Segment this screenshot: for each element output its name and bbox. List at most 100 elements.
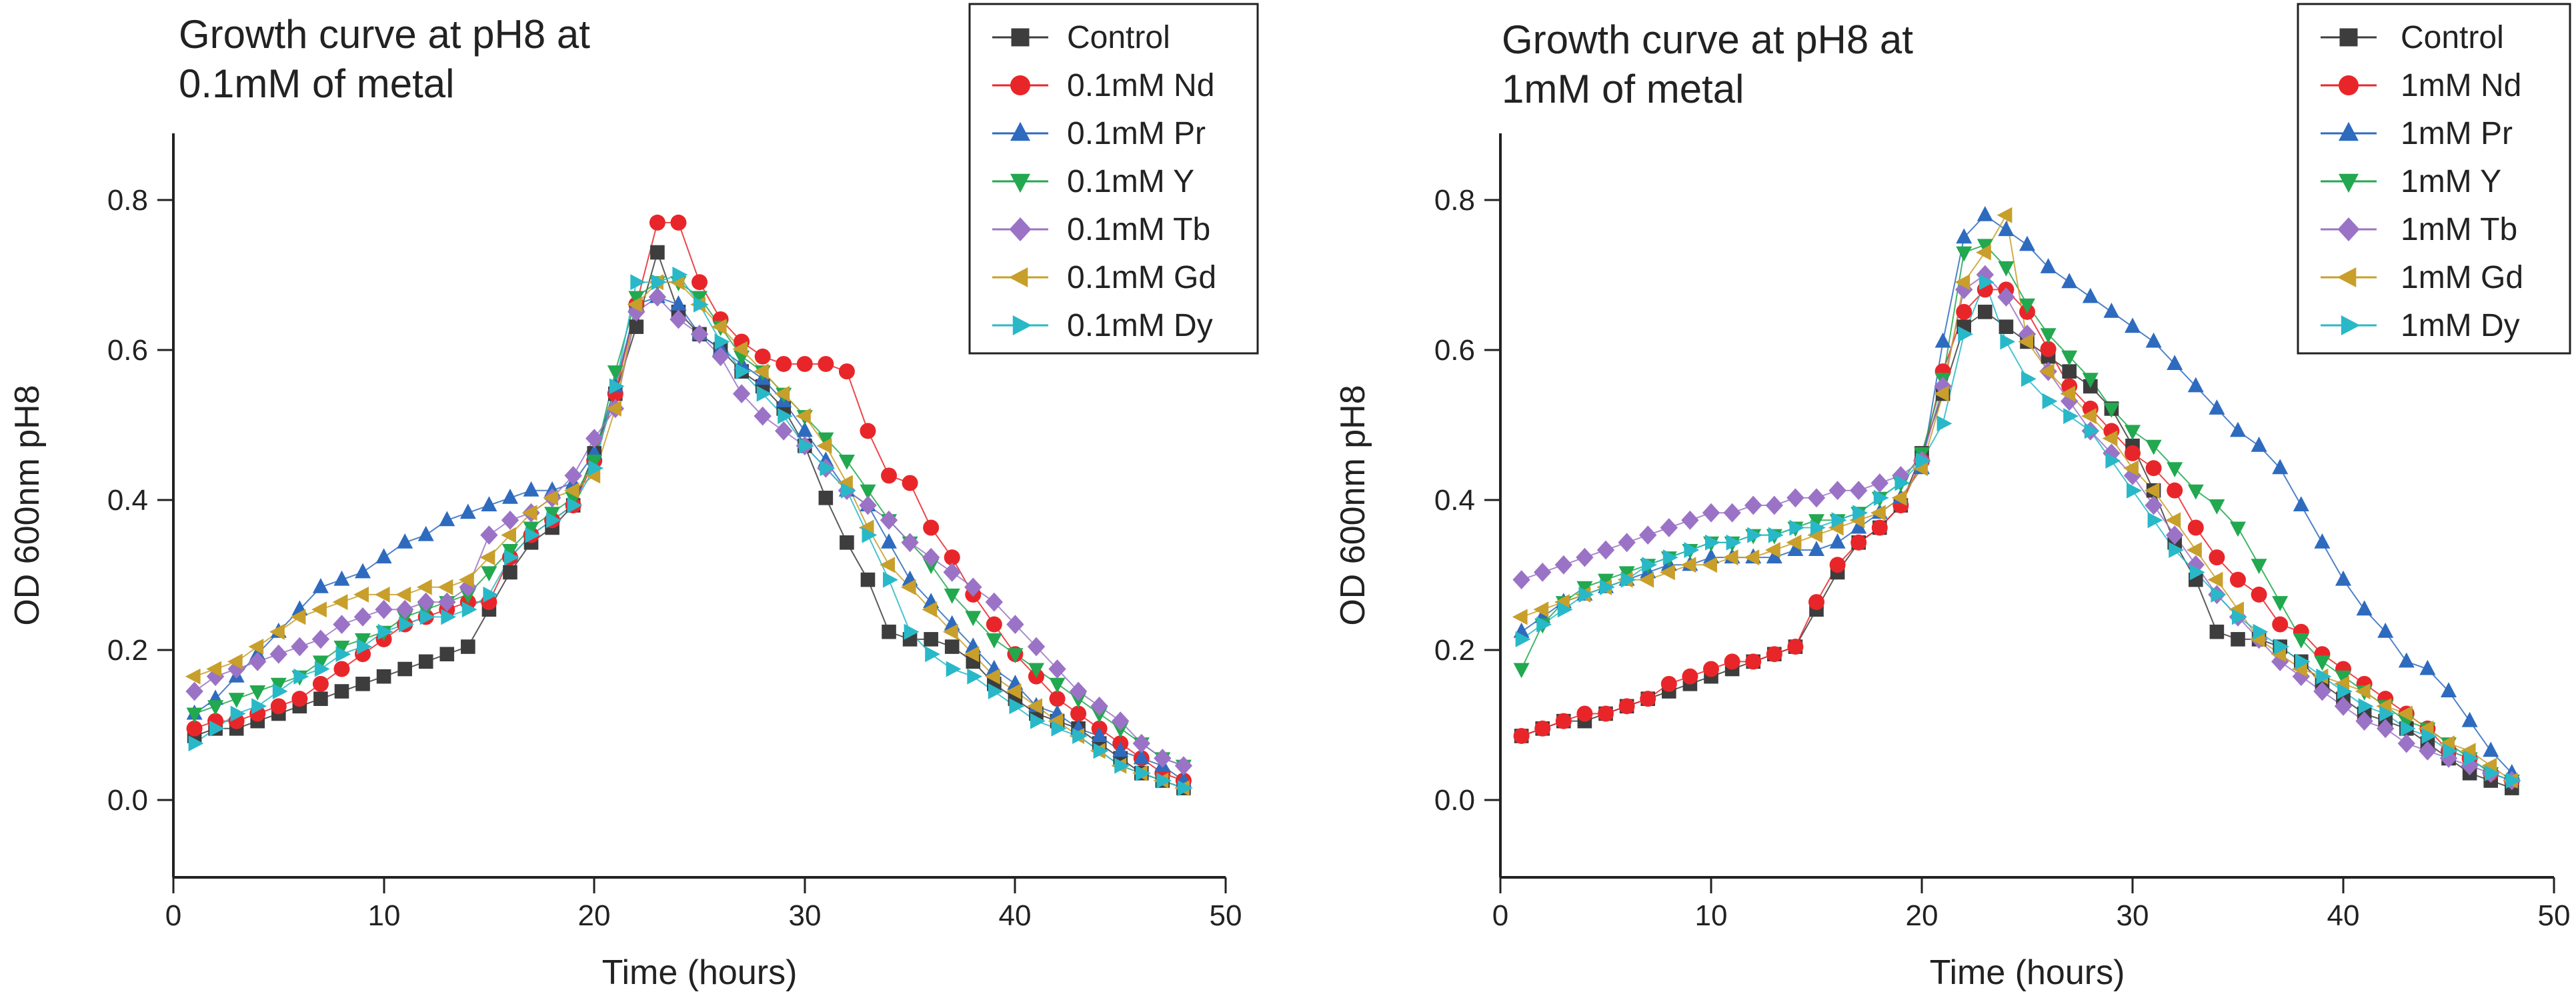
data-point (1006, 683, 1022, 699)
data-point (2189, 564, 2205, 581)
x-tick-label: 30 (2117, 899, 2149, 932)
data-point (1578, 586, 1594, 603)
legend-label: 0.1mM Nd (1067, 68, 1214, 103)
y-tick-label: 0.4 (1434, 484, 1475, 517)
data-point (376, 669, 391, 684)
data-point (1956, 246, 1973, 262)
data-point (1850, 518, 1867, 534)
data-point (2167, 482, 2183, 499)
data-point (712, 347, 730, 367)
data-point (1618, 533, 1636, 553)
data-point (1513, 663, 1530, 679)
legend-label: 1mM Tb (2401, 212, 2517, 247)
data-point (501, 527, 516, 543)
data-point (2103, 402, 2120, 418)
data-point (1006, 615, 1024, 634)
data-point (2145, 332, 2162, 348)
data-point (1554, 555, 1572, 575)
data-point (732, 384, 751, 403)
data-point (2461, 756, 2479, 775)
data-point (2377, 719, 2395, 739)
legend-label: 0.1mM Dy (1067, 308, 1213, 343)
data-point (2441, 682, 2457, 697)
data-point (333, 641, 350, 656)
data-point (2147, 512, 2163, 529)
data-point (2102, 430, 2118, 447)
data-point (1598, 573, 1614, 589)
y-tick-label: 0.8 (1434, 184, 1475, 217)
data-point (1177, 780, 1193, 797)
data-point (396, 599, 414, 619)
data-point (1007, 648, 1024, 663)
x-tick-label: 20 (1906, 899, 1939, 932)
data-point (2081, 408, 2097, 425)
data-point (2145, 460, 2162, 477)
data-point (185, 681, 203, 701)
data-point (1576, 581, 1593, 597)
x-tick-label: 10 (368, 899, 401, 932)
data-point (2505, 772, 2521, 789)
data-point (1156, 772, 1172, 789)
data-point (395, 586, 411, 603)
data-point (1745, 653, 1762, 670)
data-point (293, 668, 309, 685)
data-point (1576, 547, 1594, 567)
data-point (1870, 505, 1886, 521)
data-point (1662, 549, 1678, 566)
data-point (944, 588, 960, 604)
x-tick-label: 50 (2538, 899, 2571, 932)
data-point (2272, 596, 2289, 611)
data-point (1766, 548, 1782, 564)
data-point (840, 482, 856, 499)
data-point (922, 601, 938, 618)
data-point (694, 296, 709, 313)
data-point (1786, 534, 1802, 551)
data-point (2355, 683, 2371, 699)
legend-marker (1010, 121, 1030, 141)
data-point (629, 319, 644, 334)
data-point (774, 385, 790, 402)
data-point (185, 668, 201, 685)
data-point (504, 549, 519, 566)
data-point (1515, 631, 1531, 647)
data-point (439, 511, 455, 527)
data-point (2144, 482, 2160, 499)
data-point (2063, 408, 2079, 425)
data-point (922, 547, 940, 567)
data-point (840, 535, 854, 550)
data-point (2125, 445, 2141, 461)
data-point (2419, 741, 2437, 761)
legend-marker (2337, 267, 2357, 287)
data-point (501, 510, 519, 530)
data-point (1557, 601, 1573, 618)
data-point (333, 615, 351, 634)
data-point (1536, 616, 1552, 633)
data-point (1958, 326, 1973, 343)
legend-label: 0.1mM Tb (1067, 212, 1210, 247)
y-axis-label: OD 600nm pH8 (1334, 385, 1372, 625)
data-point (2103, 303, 2120, 318)
data-point (651, 274, 667, 291)
data-point (753, 363, 769, 380)
data-point (2125, 317, 2141, 333)
data-point (754, 348, 771, 365)
data-point (880, 510, 898, 530)
data-point (798, 437, 814, 454)
data-point (1829, 533, 1846, 549)
data-point (312, 675, 329, 692)
legend-label: 0.1mM Pr (1067, 116, 1206, 151)
data-point (291, 637, 309, 657)
data-point (1976, 244, 1991, 261)
data-point (1112, 741, 1129, 757)
data-point (355, 677, 370, 691)
data-point (1596, 540, 1615, 560)
data-point (311, 601, 327, 618)
data-point (1747, 527, 1762, 543)
data-point (1154, 749, 1172, 768)
data-point (1027, 698, 1042, 715)
data-point (1682, 668, 1698, 685)
chart-panel-left: Growth curve at pH8 at 0.1mM of metal 0 … (8, 3, 1259, 992)
data-point (2211, 586, 2227, 603)
legend-marker (2339, 173, 2359, 193)
data-point (2000, 333, 2016, 350)
